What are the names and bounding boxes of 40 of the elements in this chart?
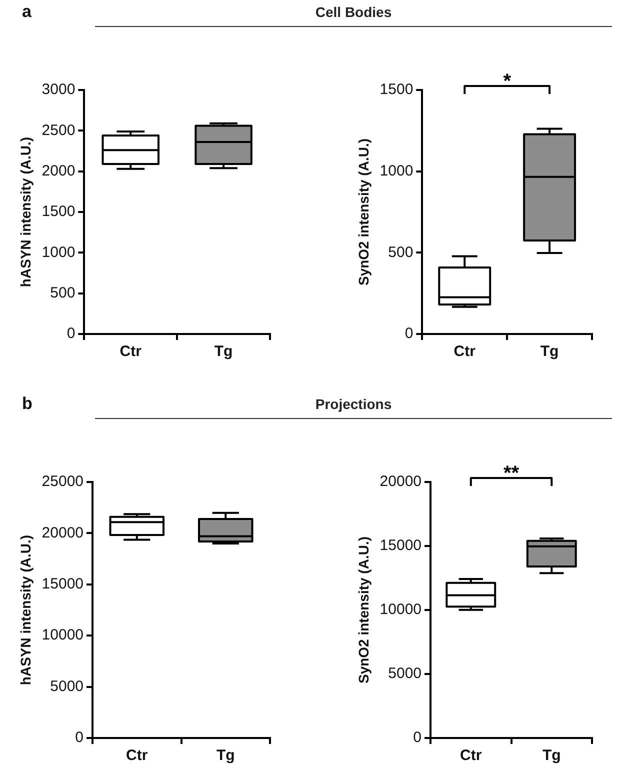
y-tick-label: 20000 (380, 473, 422, 490)
chart-subtitle: Projections (95, 396, 612, 419)
x-tick-label: Ctr (126, 747, 148, 764)
y-axis-title: SynO2 intensity (A.U.) (355, 138, 372, 286)
x-tick-label: Tg (214, 343, 233, 360)
y-tick-label: 1500 (380, 81, 414, 98)
y-tick-label: 500 (50, 284, 76, 302)
annotation: * (503, 70, 512, 93)
y-tick-label: 0 (75, 729, 84, 746)
y-tick-label: 10000 (380, 601, 422, 618)
y-tick-label: 2500 (42, 122, 76, 139)
y-tick-label: 500 (388, 244, 414, 261)
chart-subtitle: Cell Bodies (95, 4, 612, 27)
x-tick-label: Tg (542, 747, 561, 764)
y-tick-label: 1000 (380, 162, 414, 180)
y-tick-label: 5000 (50, 678, 84, 695)
y-axis-title: SynO2 intensity (A.U.) (355, 536, 372, 684)
y-tick-label: 0 (404, 325, 414, 342)
y-tick-label: 3000 (42, 81, 76, 98)
y-tick-label: 15000 (380, 537, 422, 554)
y-tick-label: 5000 (388, 665, 422, 682)
y-tick-label: 1500 (42, 203, 76, 220)
y-tick-label: 10000 (42, 626, 84, 644)
x-tick-label: Ctr (454, 343, 476, 360)
annotation: ** (503, 462, 520, 485)
y-tick-label: 15000 (42, 576, 84, 593)
chart-title: b (22, 394, 32, 414)
y-tick-label: 0 (66, 325, 76, 342)
y-tick-label: 0 (413, 729, 422, 746)
y-tick-label: 25000 (42, 473, 84, 490)
chart-title: a (22, 2, 32, 22)
y-axis-title: hASYN intensity (A.U.) (17, 534, 34, 686)
y-tick-label: 1000 (42, 244, 76, 261)
y-axis-title: hASYN intensity (A.U.) (17, 136, 34, 288)
x-tick-label: Tg (216, 747, 235, 764)
x-tick-label: Ctr (120, 343, 142, 360)
x-tick-label: Tg (540, 343, 559, 360)
x-tick-label: Ctr (460, 747, 482, 764)
y-tick-label: 20000 (42, 524, 84, 542)
y-tick-label: 2000 (42, 162, 76, 180)
